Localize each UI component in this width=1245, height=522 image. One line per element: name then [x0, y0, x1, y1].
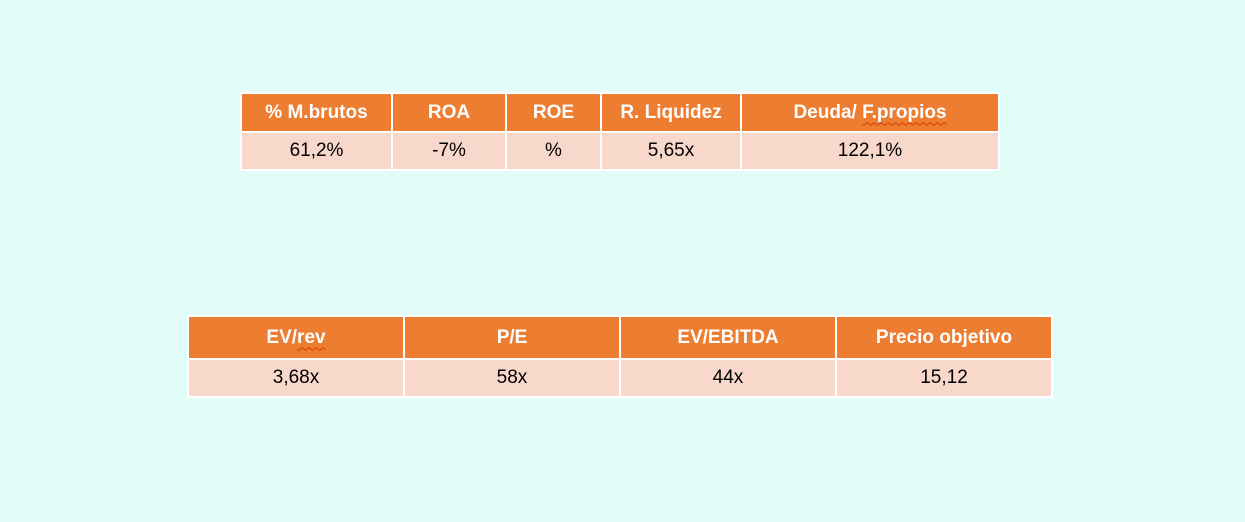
header-debt-equity-prefix: Deuda/: [793, 101, 863, 123]
header-pe[interactable]: P/E: [403, 315, 621, 360]
value-roa[interactable]: -7%: [391, 131, 507, 171]
value-gross-margin[interactable]: 61,2%: [240, 131, 393, 171]
ratios-header-row: % M.brutos ROA ROE R. Liquidez Deuda/ F.…: [240, 92, 1000, 133]
header-gross-margin[interactable]: % M.brutos: [240, 92, 393, 133]
header-roe[interactable]: ROE: [505, 92, 602, 133]
header-debt-equity-suffix: F.propios: [862, 101, 947, 123]
value-target-price[interactable]: 15,12: [835, 358, 1053, 398]
value-ev-ebitda[interactable]: 44x: [619, 358, 837, 398]
header-ev-revenue-suffix: rev: [297, 326, 326, 348]
ratios-value-row: 61,2% -7% % 5,65x 122,1%: [240, 131, 1000, 171]
header-debt-equity[interactable]: Deuda/ F.propios: [740, 92, 1000, 133]
header-ev-revenue-prefix: EV/: [266, 326, 298, 348]
header-liquidity-ratio[interactable]: R. Liquidez: [600, 92, 742, 133]
value-debt-equity[interactable]: 122,1%: [740, 131, 1000, 171]
valuation-header-row: EV/rev P/E EV/EBITDA Precio objetivo: [187, 315, 1053, 360]
value-ev-revenue[interactable]: 3,68x: [187, 358, 405, 398]
header-ev-ebitda[interactable]: EV/EBITDA: [619, 315, 837, 360]
valuation-value-row: 3,68x 58x 44x 15,12: [187, 358, 1053, 398]
value-liquidity-ratio[interactable]: 5,65x: [600, 131, 742, 171]
header-ev-revenue[interactable]: EV/rev: [187, 315, 405, 360]
ratios-table: % M.brutos ROA ROE R. Liquidez Deuda/ F.…: [240, 92, 1000, 171]
value-roe[interactable]: %: [505, 131, 602, 171]
valuation-table: EV/rev P/E EV/EBITDA Precio objetivo 3,6…: [187, 315, 1053, 398]
header-roa[interactable]: ROA: [391, 92, 507, 133]
value-pe[interactable]: 58x: [403, 358, 621, 398]
header-target-price[interactable]: Precio objetivo: [835, 315, 1053, 360]
